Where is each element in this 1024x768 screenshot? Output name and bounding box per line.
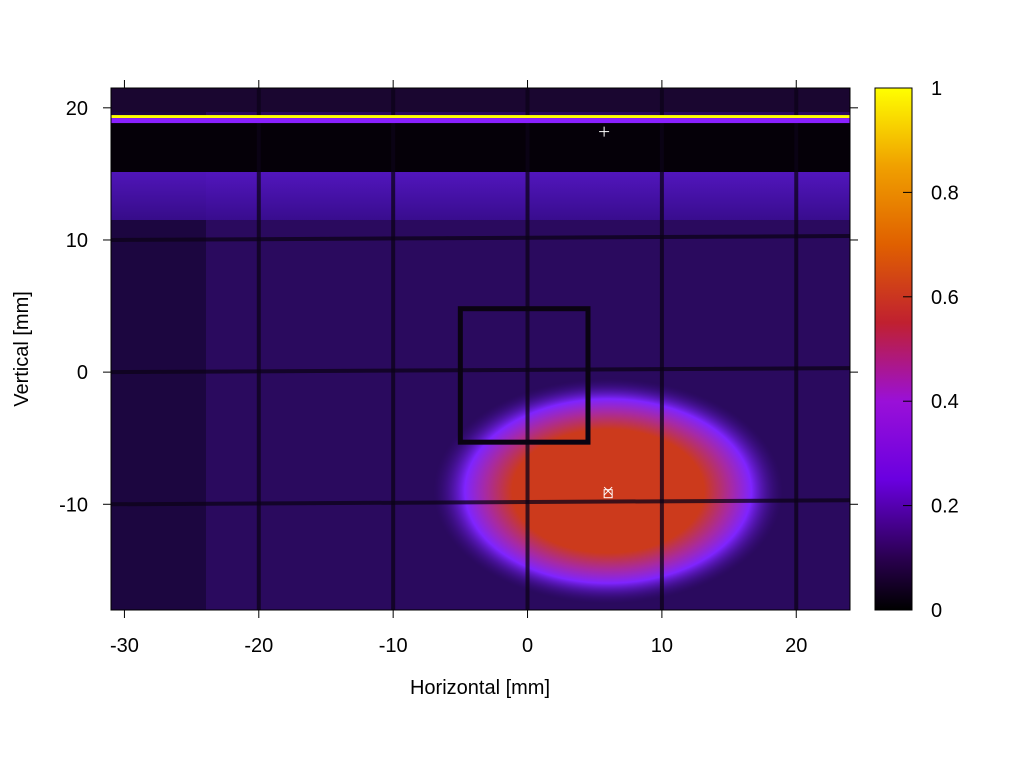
mesh-lines — [111, 88, 850, 610]
x-tick-label: 0 — [522, 635, 533, 657]
bright-band — [111, 115, 850, 119]
heatmap-dark-band — [111, 120, 850, 172]
plot-area — [111, 88, 850, 610]
square-outline — [457, 306, 591, 445]
x-tick-label: 20 — [785, 635, 807, 657]
x-tick-label: -10 — [379, 635, 408, 657]
mesh-line-horizontal — [111, 233, 850, 242]
colorbar-ticks: 0 0.2 0.4 0.6 0.8 1 — [903, 78, 959, 622]
mesh-line-horizontal — [111, 498, 850, 507]
colorbar — [874, 87, 913, 611]
x-axis: -30 -20 -10 0 10 20 — [110, 80, 807, 657]
y-axis: 20 10 0 -10 — [59, 98, 858, 516]
colorbar-tick-label: 0.2 — [931, 496, 959, 518]
marker-plus — [599, 126, 610, 137]
y-tick-label: 10 — [66, 230, 88, 252]
mesh-line-horizontal — [111, 366, 850, 375]
marker-cross — [603, 486, 613, 496]
y-tick-label: -10 — [59, 494, 88, 516]
colorbar-tick-label: 0.4 — [931, 391, 959, 413]
x-axis-label: Horizontal [mm] — [410, 677, 550, 699]
x-tick-label: -30 — [110, 635, 139, 657]
colorbar-tick-label: 1 — [931, 78, 942, 100]
y-axis-label: Vertical [mm] — [11, 291, 33, 407]
plot-frame — [110, 87, 851, 611]
bright-band-glow — [111, 118, 850, 124]
y-tick-label: 20 — [66, 98, 88, 120]
marker-square — [603, 489, 613, 499]
heatmap-top-region — [111, 88, 850, 112]
markers — [599, 126, 613, 499]
colorbar-tick-label: 0.6 — [931, 287, 959, 309]
heatmap-upper-band — [111, 170, 850, 220]
x-tick-label: -20 — [244, 635, 273, 657]
colorbar-tick-label: 0.8 — [931, 182, 959, 204]
colorbar-tick-label: 0 — [931, 600, 942, 622]
x-tick-label: 10 — [651, 635, 673, 657]
y-tick-label: 0 — [77, 362, 88, 384]
